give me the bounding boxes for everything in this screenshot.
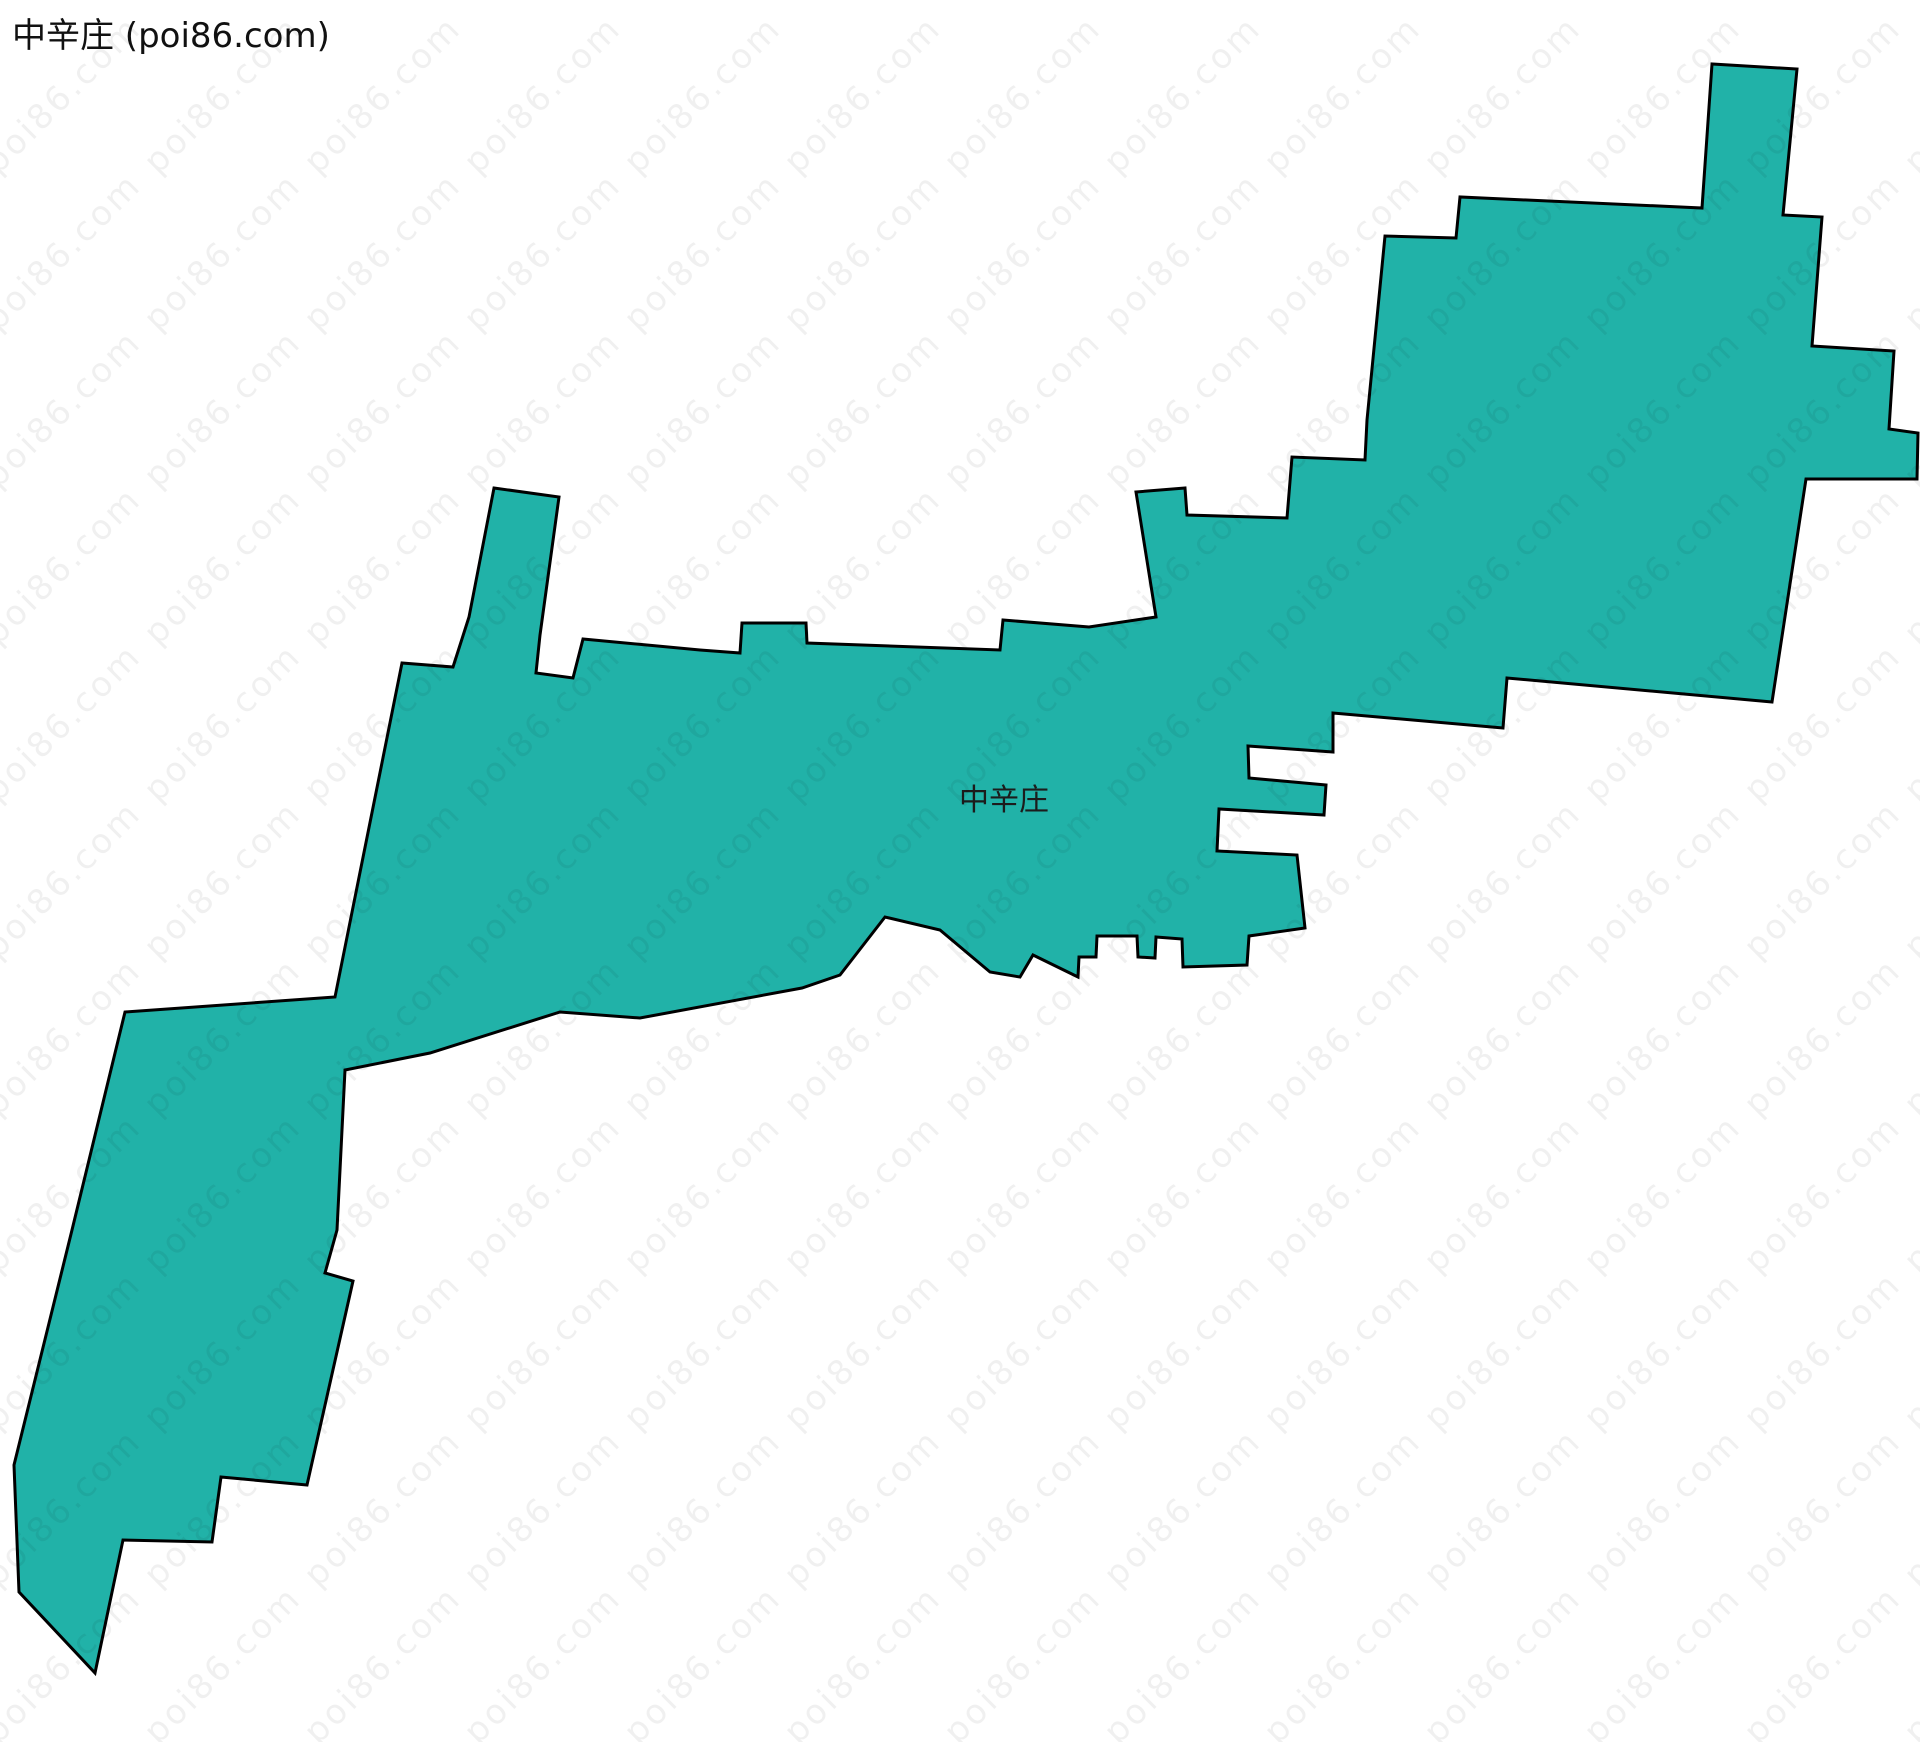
region-boundary-polygon [12, 62, 1920, 1677]
page-title: 中辛庄 (poi86.com) [12, 16, 330, 56]
region-label: 中辛庄 [959, 783, 1049, 818]
